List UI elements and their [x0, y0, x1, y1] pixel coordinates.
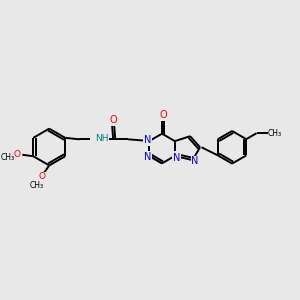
Text: O: O	[39, 172, 46, 181]
Text: N: N	[173, 152, 180, 162]
Text: N: N	[173, 153, 180, 163]
Text: N: N	[144, 152, 151, 162]
Text: N: N	[144, 135, 151, 145]
Text: CH₃: CH₃	[29, 181, 44, 190]
Text: NH: NH	[95, 134, 109, 143]
Text: CH₃: CH₃	[0, 153, 14, 162]
Text: O: O	[159, 110, 167, 120]
Text: CH₃: CH₃	[268, 129, 282, 138]
Text: O: O	[14, 150, 20, 159]
Text: N: N	[191, 156, 199, 166]
Text: O: O	[109, 115, 117, 125]
